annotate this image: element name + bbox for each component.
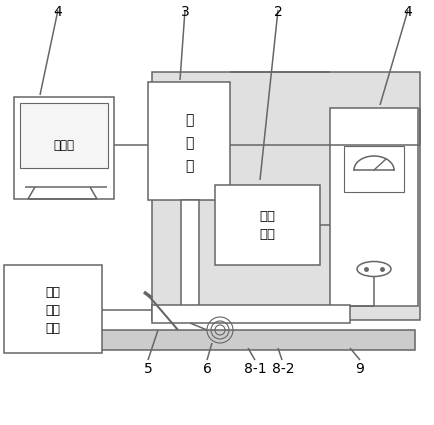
Text: 2: 2: [273, 5, 283, 19]
Text: 5: 5: [144, 362, 152, 376]
Bar: [215, 185, 320, 265]
Text: 9: 9: [355, 362, 365, 376]
Bar: [181, 200, 199, 320]
Text: 6: 6: [203, 362, 211, 376]
Bar: [20, 103, 108, 168]
Bar: [97, 330, 415, 350]
Bar: [14, 97, 114, 199]
Text: 8-2: 8-2: [272, 362, 294, 376]
Text: 4: 4: [404, 5, 412, 19]
Text: 线圈
变位
机构: 线圈 变位 机构: [46, 286, 60, 334]
Text: 8-1: 8-1: [243, 362, 266, 376]
Bar: [152, 72, 420, 320]
Bar: [148, 82, 230, 200]
Bar: [344, 146, 404, 192]
Text: 4: 4: [54, 5, 62, 19]
Bar: [152, 305, 350, 323]
Text: 计算机: 计算机: [53, 139, 75, 151]
Text: 单
片
机: 单 片 机: [185, 113, 193, 173]
Bar: [330, 108, 418, 306]
Text: 3: 3: [181, 5, 189, 19]
Bar: [4, 265, 102, 353]
Text: 冷却
水箱: 冷却 水箱: [259, 210, 275, 241]
